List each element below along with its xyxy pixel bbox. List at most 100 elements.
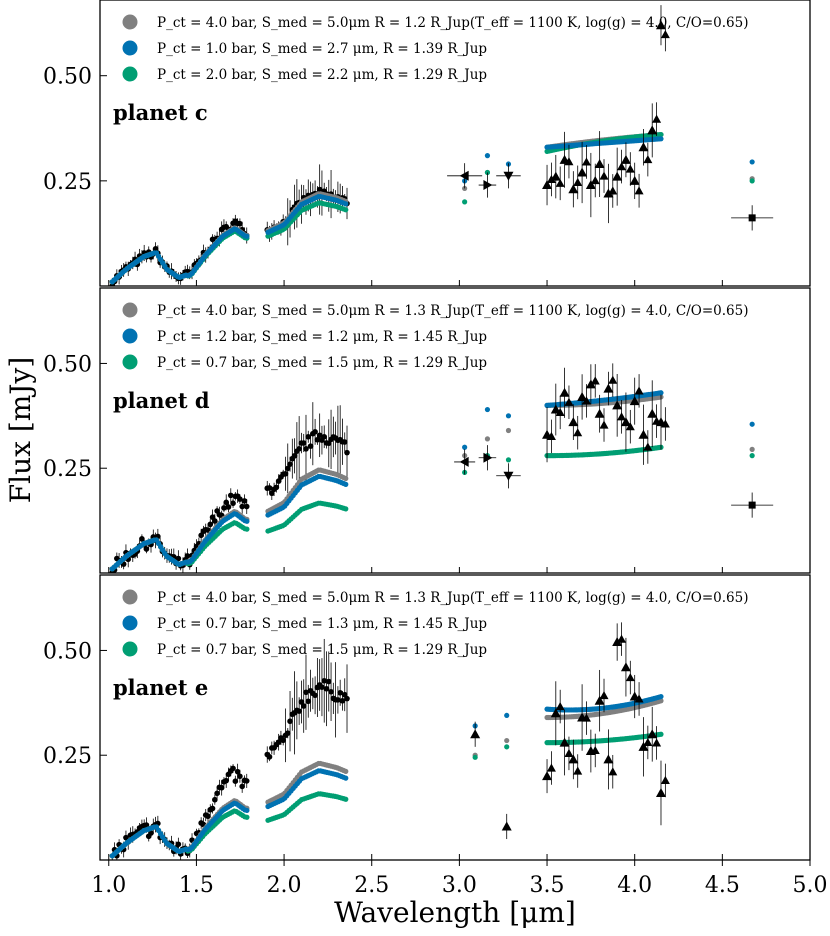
lm-data-point	[555, 407, 565, 416]
lm-data-point	[573, 766, 583, 775]
spectrum-point	[237, 773, 243, 780]
model-blue-point	[244, 807, 250, 814]
spectrum-point	[239, 503, 245, 510]
spectrum-point	[225, 504, 232, 510]
lm-data-point	[625, 164, 635, 173]
spectrum-point	[243, 778, 250, 784]
legend-entry: P_ct = 0.7 bar, S_med = 1.5 μm, R = 1.29…	[157, 355, 487, 371]
lm-data-point	[652, 738, 662, 747]
spectrum-point	[287, 461, 293, 467]
lm-data-point	[585, 180, 596, 190]
x-axis-label: Wavelength [μm]	[334, 896, 576, 929]
phot-point	[501, 821, 512, 831]
spectrum-point	[230, 500, 236, 507]
x-tick-label: 4.5	[705, 873, 740, 898]
lm-data-point	[546, 763, 556, 772]
phot-model-green	[484, 169, 491, 176]
spectrum-point	[335, 697, 341, 703]
spectrum-point	[287, 718, 293, 725]
lm-data-point	[590, 745, 600, 755]
spectrum-point	[328, 688, 334, 695]
spectrum-point	[321, 433, 328, 440]
spectrum-point	[291, 452, 298, 459]
lm-data-point	[629, 396, 640, 406]
lm-data-point	[594, 695, 605, 705]
lm-data-point	[638, 741, 649, 751]
phot-model-green	[505, 457, 512, 463]
phot-point	[459, 456, 469, 467]
spectrum-point	[337, 689, 343, 696]
lm-data-point	[660, 419, 670, 428]
x-tick-label: 1.0	[91, 873, 126, 898]
spectrum-point	[305, 698, 312, 705]
planet-label: planet d	[113, 388, 210, 413]
legend-entry: P_ct = 4.0 bar, S_med = 5.0μm R = 1.2 R_…	[157, 15, 748, 31]
plot-area	[109, 363, 774, 573]
spectrum-point	[341, 439, 348, 445]
lm-data-point	[608, 767, 618, 776]
lm-data-point	[555, 702, 565, 711]
model-green-point	[244, 814, 250, 820]
lm-data-point	[568, 184, 579, 194]
lm-data-point	[590, 376, 600, 385]
spectrum-point	[344, 449, 350, 456]
legend-entry: P_ct = 0.7 bar, S_med = 1.5 μm, R = 1.29…	[157, 642, 487, 658]
model-blue-point	[244, 518, 250, 524]
lm-data-point	[568, 754, 579, 764]
spectrum-point	[284, 730, 291, 736]
spectrum-point	[234, 768, 241, 775]
spectrum-point	[300, 440, 307, 446]
spectrum-point	[282, 470, 289, 477]
spectrum-point	[218, 784, 225, 791]
y-tick-label: 0.25	[43, 457, 92, 482]
panel-2: 0.25 0.50 P_ct = 4.0 bar, S_med = 5.0μm R …	[43, 287, 811, 574]
lm-data-point	[599, 420, 609, 429]
lm-data-point	[655, 20, 666, 30]
spectrum-point	[232, 778, 239, 784]
phot-point	[503, 471, 514, 481]
lm-data-point	[599, 691, 609, 700]
lm-data-point	[559, 737, 570, 747]
lm-data-point	[546, 174, 556, 184]
panel-3: 0.25 0.50 P_ct = 4.0 bar, S_med = 5.0μm R …	[43, 574, 811, 861]
spectrum-point	[139, 536, 145, 542]
plot-area	[109, 5, 774, 286]
lm-data-point	[620, 154, 631, 164]
lm-data-point	[638, 429, 649, 439]
phot-model-green	[749, 178, 755, 184]
lm-data-point	[559, 387, 570, 397]
lm-data-point	[581, 713, 591, 722]
spectrum-point	[237, 220, 243, 227]
x-tick-label: 2.5	[354, 873, 389, 898]
phot-point	[470, 729, 481, 739]
x-axis: 1.0 1.5 2.0 2.5 3.0 3.5 4.0 4.5 5.0	[91, 860, 828, 898]
spectrum-point	[227, 492, 234, 499]
lm-data-point	[550, 708, 561, 718]
legend-marker	[122, 302, 138, 318]
phot-model-green	[504, 744, 510, 750]
lm-data-point	[608, 375, 618, 384]
lm-data-point	[555, 178, 565, 187]
spectrum-point	[212, 518, 218, 524]
lm-data-point	[581, 157, 591, 166]
spectrum-point	[273, 484, 280, 491]
model-green-lm-point	[658, 131, 664, 138]
legend-marker	[122, 354, 138, 370]
lm-data-point	[577, 167, 588, 177]
phot-model-green	[462, 199, 468, 205]
spectrum-point	[198, 532, 204, 539]
phot-model-blue	[505, 413, 512, 419]
lm-data-point	[620, 662, 631, 672]
spectrum-point	[305, 433, 312, 440]
lm-data-point	[608, 186, 618, 195]
model-blue-lm-point	[658, 693, 664, 700]
model-blue-point	[343, 481, 349, 487]
spectrum-point	[284, 465, 291, 472]
panel-frame	[99, 0, 811, 287]
legend-marker	[122, 40, 138, 56]
lm-data-point	[590, 175, 600, 185]
spectrum-point	[319, 684, 325, 690]
plot-area	[109, 622, 670, 860]
lm-data-point	[634, 386, 644, 395]
